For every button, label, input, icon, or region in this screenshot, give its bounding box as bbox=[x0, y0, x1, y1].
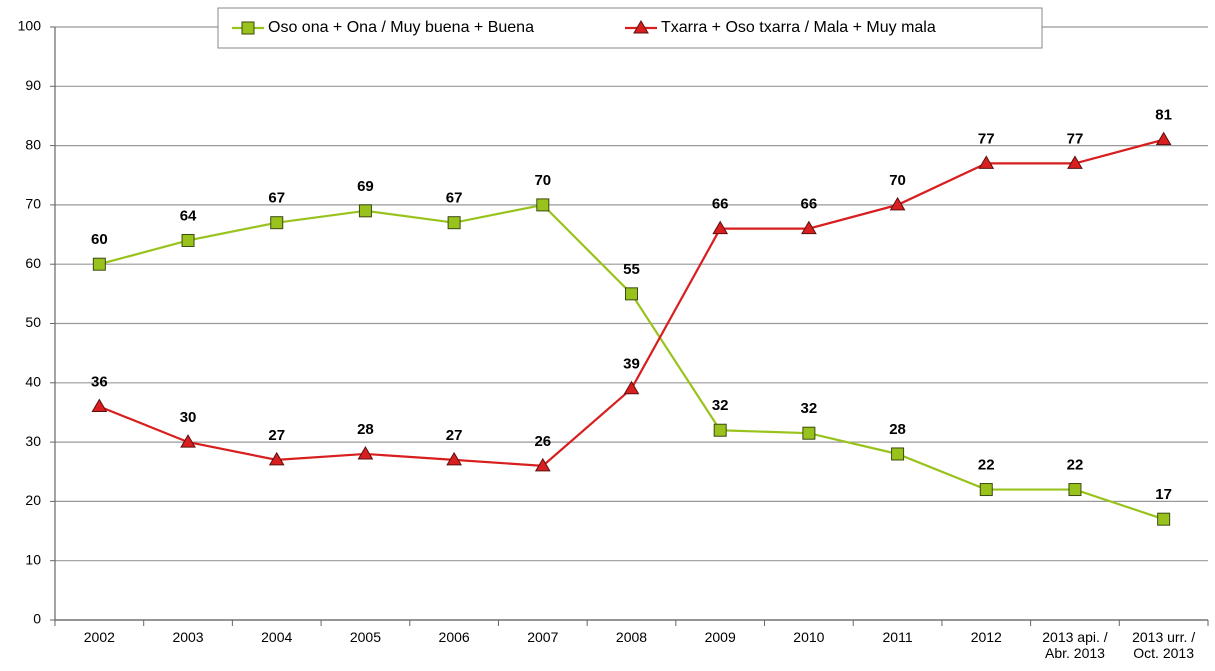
x-tick-label: 2005 bbox=[349, 629, 381, 645]
data-label: 28 bbox=[357, 421, 374, 438]
marker bbox=[357, 445, 374, 460]
data-label: 27 bbox=[268, 427, 285, 444]
marker bbox=[358, 204, 372, 218]
marker bbox=[625, 287, 638, 301]
y-tick-label: 80 bbox=[25, 136, 41, 152]
data-label: 67 bbox=[268, 190, 285, 207]
marker bbox=[891, 447, 905, 461]
data-label: 17 bbox=[1155, 486, 1172, 503]
data-label: 81 bbox=[1155, 107, 1172, 124]
x-tick-label: 2008 bbox=[615, 629, 648, 645]
marker bbox=[91, 398, 108, 413]
marker bbox=[1155, 131, 1172, 146]
y-tick-label: 50 bbox=[25, 314, 41, 330]
data-label: 32 bbox=[801, 400, 818, 417]
data-label: 30 bbox=[180, 409, 197, 426]
data-label: 22 bbox=[978, 457, 995, 474]
y-tick-label: 0 bbox=[33, 611, 41, 627]
data-label: 32 bbox=[712, 397, 729, 414]
legend-label: Oso ona + Ona / Muy buena + Buena bbox=[268, 19, 534, 36]
series-line bbox=[98, 138, 1164, 467]
marker bbox=[181, 233, 195, 247]
y-tick-label: 30 bbox=[25, 433, 41, 449]
x-tick-label: 2004 bbox=[261, 629, 293, 645]
legend-label: Txarra + Oso txarra / Mala + Muy mala bbox=[661, 19, 936, 36]
marker bbox=[241, 21, 255, 35]
data-label: 28 bbox=[889, 421, 906, 438]
data-label: 77 bbox=[978, 130, 995, 147]
x-tick-label: 2009 bbox=[704, 629, 736, 645]
marker bbox=[979, 483, 993, 497]
marker bbox=[623, 380, 640, 395]
marker bbox=[1067, 155, 1083, 169]
data-label: 77 bbox=[1067, 130, 1084, 147]
data-label: 70 bbox=[889, 172, 906, 189]
data-label: 70 bbox=[534, 172, 551, 189]
x-tick-label: 2003 bbox=[172, 629, 204, 645]
marker bbox=[268, 451, 285, 466]
data-label: 66 bbox=[712, 196, 729, 213]
data-label: 36 bbox=[91, 373, 108, 390]
marker bbox=[1157, 512, 1171, 526]
y-tick-label: 70 bbox=[25, 196, 41, 212]
marker bbox=[446, 451, 462, 466]
marker bbox=[802, 426, 816, 440]
marker bbox=[536, 198, 550, 212]
data-label: 67 bbox=[446, 190, 463, 207]
x-tick-label: 2011 bbox=[882, 629, 913, 645]
data-label: 64 bbox=[180, 207, 197, 224]
y-tick-label: 100 bbox=[18, 18, 42, 34]
y-tick-label: 40 bbox=[25, 374, 41, 390]
x-tick-label: 2013 api. / Abr. 2013 bbox=[1042, 629, 1108, 661]
marker bbox=[978, 155, 995, 169]
data-label: 22 bbox=[1067, 457, 1084, 474]
x-tick-label: 2013 urr. / Oct. 2013 bbox=[1132, 629, 1196, 661]
y-tick-label: 90 bbox=[25, 77, 41, 93]
x-tick-label: 2002 bbox=[83, 629, 115, 645]
data-label: 39 bbox=[623, 356, 640, 373]
marker bbox=[713, 423, 727, 437]
marker bbox=[92, 257, 106, 271]
marker bbox=[633, 20, 649, 34]
marker bbox=[1068, 483, 1082, 497]
marker bbox=[447, 216, 461, 230]
marker bbox=[180, 434, 196, 448]
x-tick-label: 2012 bbox=[970, 629, 1002, 645]
x-tick-label: 2007 bbox=[527, 629, 559, 645]
marker bbox=[801, 220, 817, 235]
marker bbox=[712, 220, 729, 235]
data-label: 66 bbox=[801, 196, 818, 213]
data-label: 55 bbox=[623, 261, 640, 278]
x-tick-label: 2006 bbox=[438, 629, 470, 645]
marker bbox=[534, 457, 551, 472]
x-tick-label: 2010 bbox=[793, 629, 825, 645]
data-label: 26 bbox=[534, 433, 551, 450]
data-label: 69 bbox=[357, 178, 374, 195]
y-tick-label: 10 bbox=[25, 551, 41, 567]
marker bbox=[270, 216, 284, 230]
data-label: 27 bbox=[446, 427, 463, 444]
marker bbox=[889, 196, 906, 211]
data-label: 60 bbox=[91, 231, 108, 248]
y-tick-label: 60 bbox=[25, 255, 41, 271]
y-tick-label: 20 bbox=[25, 492, 41, 508]
